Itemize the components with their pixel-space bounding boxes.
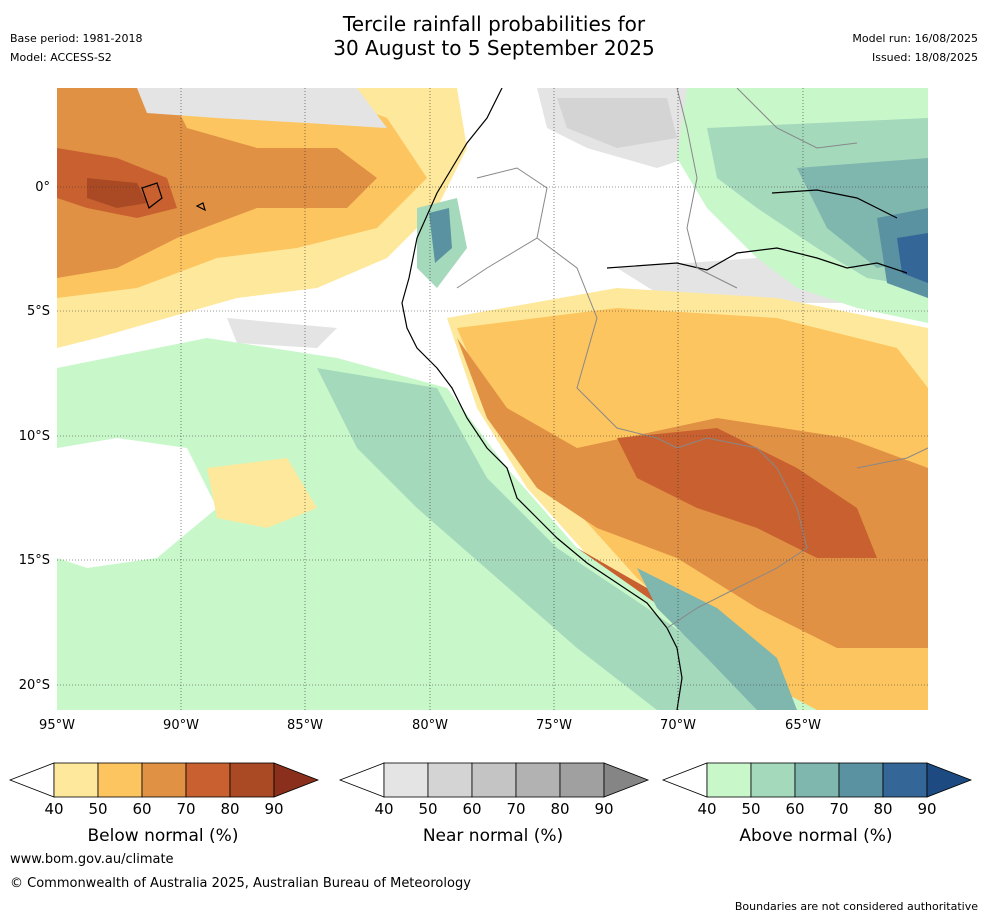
- colorbar-near-tick: 50: [418, 800, 438, 818]
- colorbar-below-tick: 70: [176, 800, 196, 818]
- colorbar-above-swatch: [794, 762, 840, 798]
- colorbar-below-low-arrow: [8, 762, 55, 798]
- colorbar-near-title: Near normal (%): [422, 826, 564, 846]
- lon-label-75w: 75°W: [536, 718, 572, 733]
- lat-label-20s: 20°S: [18, 678, 50, 693]
- meta-right: Model run: 16/08/2025 Issued: 18/08/2025: [852, 32, 978, 65]
- coastlines: [141, 88, 908, 710]
- colorbar-above-low-arrow: [661, 762, 708, 798]
- colorbar-near-high-arrow: [603, 762, 650, 798]
- issued-date: Issued: 18/08/2025: [871, 51, 978, 64]
- colorbar-below-tick: 40: [44, 800, 64, 818]
- colorbar-below-title: Below normal (%): [87, 826, 239, 846]
- colorbar-below-swatch: [97, 762, 143, 798]
- base-period: Base period: 1981-2018: [10, 32, 143, 45]
- colorbar-above-swatch: [882, 762, 928, 798]
- map-panel: [57, 88, 928, 710]
- disclaimer-text: Boundaries are not considered authoritat…: [734, 900, 978, 913]
- colorbar-above-tick: 70: [829, 800, 849, 818]
- colorbar-below-tick: 60: [132, 800, 152, 818]
- colorbar-near-tick: 40: [374, 800, 394, 818]
- colorbar-below-tick: 90: [264, 800, 284, 818]
- lat-label-15s: 15°S: [18, 553, 50, 568]
- colorbar-below-swatch: [229, 762, 275, 798]
- title-line-2: 30 August to 5 September 2025: [333, 36, 655, 60]
- grid-lines: [57, 88, 928, 710]
- colorbar-near-swatch: [515, 762, 561, 798]
- colorbar-above-tick: 90: [917, 800, 937, 818]
- colorbar-above-tick: 60: [785, 800, 805, 818]
- colorbar-above: [661, 762, 973, 798]
- meta-left: Base period: 1981-2018 Model: ACCESS-S2: [10, 32, 142, 65]
- colorbar-above-tick: 40: [697, 800, 717, 818]
- colorbar-below-tick: 50: [88, 800, 108, 818]
- colorbar-below-swatch: [53, 762, 99, 798]
- lat-label-10s: 10°S: [18, 429, 50, 444]
- colorbar-above-tick: 50: [741, 800, 761, 818]
- probability-map: [57, 88, 928, 710]
- colorbar-near: [338, 762, 650, 798]
- colorbar-near-swatch: [427, 762, 473, 798]
- lon-label-90w: 90°W: [163, 718, 199, 733]
- website-link[interactable]: www.bom.gov.au/climate: [10, 852, 174, 867]
- colorbar-above-high-arrow: [926, 762, 973, 798]
- probability-fields: [57, 88, 928, 710]
- colorbar-below-swatch: [185, 762, 231, 798]
- colorbar-near-low-arrow: [338, 762, 385, 798]
- colorbar-below-swatch: [141, 762, 187, 798]
- model-name: Model: ACCESS-S2: [10, 51, 112, 64]
- lat-label-5s: 5°S: [26, 304, 50, 319]
- colorbar-near-tick: 70: [506, 800, 526, 818]
- colorbar-below: [8, 762, 320, 798]
- colorbar-near-tick: 80: [550, 800, 570, 818]
- colorbar-above-swatch: [750, 762, 796, 798]
- copyright-text: © Commonwealth of Australia 2025, Austra…: [10, 876, 471, 891]
- colorbars: [8, 762, 973, 798]
- colorbar-near-swatch: [471, 762, 517, 798]
- lat-label-0: 0°: [35, 180, 50, 195]
- country-borders: [456, 88, 928, 629]
- lon-label-70w: 70°W: [660, 718, 696, 733]
- model-run: Model run: 16/08/2025: [852, 32, 978, 45]
- colorbar-near-swatch: [383, 762, 429, 798]
- colorbar-near-tick: 60: [462, 800, 482, 818]
- colorbar-near-tick: 90: [594, 800, 614, 818]
- map-title: Tercile rainfall probabilities for 30 Au…: [0, 12, 988, 60]
- lon-label-95w: 95°W: [39, 718, 75, 733]
- colorbar-above-title: Above normal (%): [739, 826, 893, 846]
- colorbar-above-tick: 80: [873, 800, 893, 818]
- colorbar-above-swatch: [706, 762, 752, 798]
- lon-label-85w: 85°W: [287, 718, 323, 733]
- colorbar-below-tick: 80: [220, 800, 240, 818]
- title-line-1: Tercile rainfall probabilities for: [342, 12, 646, 36]
- lon-label-65w: 65°W: [785, 718, 821, 733]
- colorbar-above-swatch: [838, 762, 884, 798]
- lon-label-80w: 80°W: [412, 718, 448, 733]
- colorbar-near-swatch: [559, 762, 605, 798]
- colorbar-below-high-arrow: [273, 762, 320, 798]
